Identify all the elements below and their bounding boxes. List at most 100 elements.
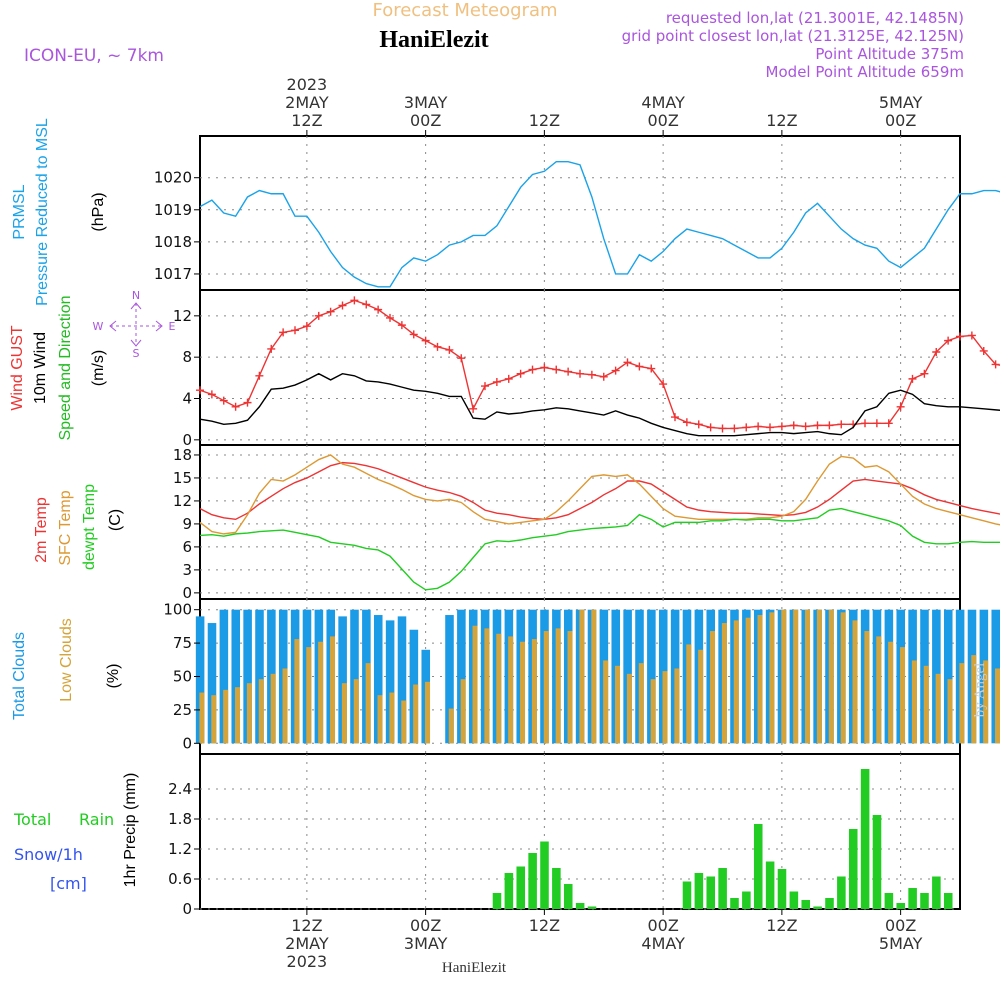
- bar-low-clouds: [947, 679, 953, 744]
- bar-low-clouds: [353, 679, 359, 744]
- bar-low-clouds: [971, 655, 977, 744]
- ylabel-gust: Wind GUST: [9, 325, 26, 411]
- gust-point: [956, 332, 964, 341]
- gust-point: [291, 326, 299, 335]
- series-line-10m-wind: [199, 372, 1000, 437]
- gust-point: [718, 424, 727, 433]
- gust-point: [516, 369, 525, 378]
- gust-point: [469, 404, 478, 413]
- gust-point: [457, 354, 466, 363]
- model-label: ICON-EU, ~ 7km: [24, 46, 164, 66]
- bar-low-clouds: [496, 633, 502, 744]
- ytick-label-clouds: 100: [163, 601, 192, 619]
- bar-low-clouds: [211, 695, 217, 744]
- ytick-label-wind: 0: [182, 431, 192, 449]
- bar-low-clouds: [959, 663, 965, 744]
- bar-low-clouds: [306, 647, 312, 744]
- ylabel-wind10: 10m Wind: [32, 332, 49, 404]
- ytick-label-temperature: 3: [182, 561, 192, 579]
- gust-point: [207, 390, 216, 399]
- bar-low-clouds: [520, 641, 526, 744]
- bar-low-clouds: [508, 636, 514, 744]
- bar-total-rain: [730, 898, 739, 909]
- bar-low-clouds: [650, 679, 656, 744]
- bar-total-rain: [516, 866, 526, 909]
- bar-total-rain: [552, 868, 561, 909]
- legend-cm: [cm]: [50, 874, 87, 893]
- bar-total-rain: [682, 881, 692, 909]
- gust-point: [967, 331, 976, 340]
- bar-total-rain: [528, 853, 537, 909]
- gust-point: [754, 422, 763, 431]
- bar-total-rain: [789, 891, 799, 909]
- gust-point: [730, 424, 739, 433]
- xtick-top-label: 00Z: [647, 111, 678, 130]
- xtick-top-label: 00Z: [885, 111, 916, 130]
- bar-low-clouds: [995, 668, 1000, 744]
- bar-low-clouds: [484, 628, 490, 744]
- info-line-1: requested lon,lat (21.3001E, 42.1485N): [666, 9, 964, 27]
- bar-total-rain: [777, 869, 787, 909]
- bar-low-clouds: [567, 631, 573, 744]
- bar-total-clouds: [385, 620, 395, 744]
- gust-point: [386, 313, 394, 322]
- ytick-label-pressure: 1020: [154, 169, 192, 187]
- bar-low-clouds: [460, 679, 466, 744]
- gust-point: [445, 345, 454, 354]
- gust-point: [659, 380, 668, 389]
- bar-low-clouds: [828, 609, 834, 744]
- bar-total-rain: [492, 893, 502, 909]
- compass-n: N: [132, 289, 140, 302]
- bar-total-rain: [896, 903, 906, 909]
- gust-point: [255, 371, 264, 380]
- gust-point: [504, 374, 513, 383]
- gust-point: [837, 420, 846, 429]
- bar-low-clouds: [199, 692, 205, 744]
- bar-total-rain: [765, 861, 775, 909]
- panel-frame-precip: [199, 753, 961, 910]
- legend-total: Total: [13, 810, 51, 829]
- info-line-4: Model Point Altitude 659m: [766, 63, 964, 81]
- ytick-label-pressure: 1019: [154, 201, 192, 219]
- bar-low-clouds: [425, 681, 431, 744]
- bar-low-clouds: [401, 700, 407, 744]
- gust-point: [362, 300, 371, 309]
- xtick-top-label: 12Z: [766, 111, 797, 130]
- bar-total-clouds: [445, 615, 454, 744]
- compass-s: S: [133, 347, 140, 360]
- xtick-top-label: 2MAY: [285, 93, 329, 112]
- ytick-label-pressure: 1018: [154, 233, 192, 251]
- gust-point: [433, 342, 442, 351]
- bar-low-clouds: [282, 668, 288, 744]
- series-line-2m-temp: [199, 461, 1000, 521]
- gust-point: [979, 346, 988, 355]
- bar-low-clouds: [555, 628, 561, 744]
- bar-low-clouds: [413, 684, 419, 744]
- gust-point: [267, 344, 276, 353]
- bar-total-clouds: [195, 616, 205, 744]
- bar-low-clouds: [840, 612, 846, 744]
- bar-total-rain: [706, 876, 716, 909]
- gust-point: [279, 328, 288, 337]
- xtick-bottom-label: 12Z: [291, 916, 322, 935]
- bar-total-clouds: [373, 615, 383, 744]
- bar-total-clouds: [397, 616, 407, 744]
- bar-low-clouds: [876, 636, 882, 744]
- bar-low-clouds: [769, 612, 775, 744]
- chart-title: Forecast Meteogram: [372, 0, 557, 21]
- gust-point: [611, 366, 620, 375]
- bar-total-rain: [753, 824, 763, 909]
- series-line-prmsl: [199, 160, 1000, 288]
- gust-point: [671, 413, 679, 422]
- ylabel-wind-speed: Speed and Direction: [57, 296, 74, 441]
- info-line-2: grid point closest lon,lat (21.3125E, 42…: [622, 27, 964, 45]
- bar-low-clouds: [531, 639, 537, 744]
- bar-low-clouds: [983, 660, 989, 744]
- bar-total-rain: [718, 868, 727, 909]
- xtick-bottom-label: 12Z: [766, 916, 797, 935]
- bar-low-clouds: [674, 668, 680, 744]
- watermark: by Angel: [972, 663, 988, 718]
- gust-point: [647, 364, 656, 373]
- bar-total-clouds: [457, 609, 466, 744]
- gust-point: [350, 296, 359, 305]
